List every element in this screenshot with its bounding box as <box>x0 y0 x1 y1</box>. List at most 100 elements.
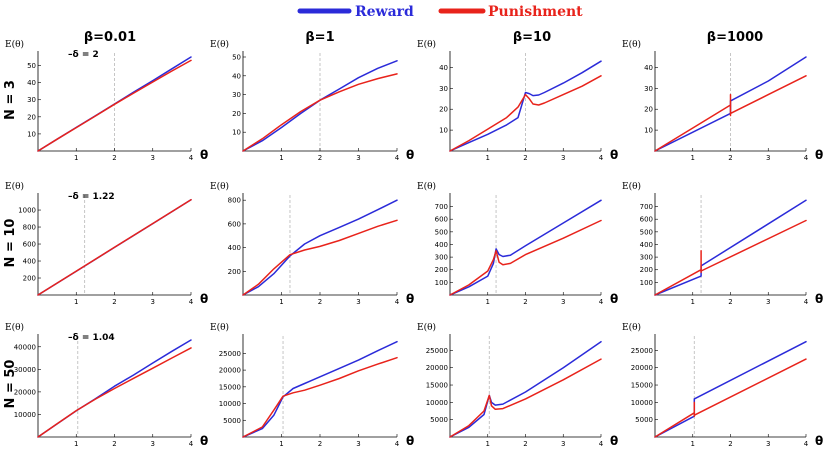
x-tick-label: 1 <box>691 440 695 448</box>
punishment-series-line <box>242 73 398 152</box>
y-tick-label: 10000 <box>219 400 241 408</box>
y-tick-label: 5000 <box>430 416 448 424</box>
row-title-n-3: N = 3 <box>3 80 18 120</box>
x-tick-label: 3 <box>561 298 565 306</box>
x-tick-label: 2 <box>728 298 732 306</box>
y-tick-label: 30000 <box>14 366 36 374</box>
x-axis-label: θ <box>200 148 208 162</box>
x-tick-label: 2 <box>112 298 116 306</box>
y-tick-label: 600 <box>228 220 241 228</box>
x-tick-label: 1 <box>279 440 283 448</box>
reward-series-line <box>242 199 398 296</box>
x-tick-label: 4 <box>189 298 194 306</box>
x-tick-label: 1 <box>486 154 490 162</box>
y-tick-label: 15000 <box>426 382 448 390</box>
y-axis-label: E(θ) <box>417 181 436 192</box>
x-tick-label: 2 <box>318 154 322 162</box>
x-tick-label: 1 <box>691 154 695 162</box>
x-tick-label: 4 <box>599 298 604 306</box>
punishment-series-line <box>37 347 192 438</box>
x-tick-label: 3 <box>151 298 155 306</box>
y-tick-label: 300 <box>435 254 448 262</box>
x-axis-label: θ <box>406 148 414 162</box>
x-tick-label: 2 <box>318 440 322 448</box>
x-tick-label: 2 <box>523 440 527 448</box>
y-tick-label: 100 <box>435 279 448 287</box>
y-tick-label: 200 <box>640 266 653 274</box>
y-tick-label: 40 <box>232 72 241 80</box>
panel-r2-c1: 1 2 3 4 5000 10000 15000 20000 25000 E(θ) θ <box>210 322 414 448</box>
y-tick-label: 20000 <box>219 367 241 375</box>
x-tick-label: 3 <box>151 154 155 162</box>
x-tick-label: 1 <box>279 154 283 162</box>
x-tick-label: 2 <box>728 440 732 448</box>
punishment-series-line <box>449 219 602 296</box>
punishment-series-line <box>654 219 807 296</box>
y-tick-label: 20000 <box>14 388 36 396</box>
x-tick-label: 1 <box>691 298 695 306</box>
column-title-beta-10: β=10 <box>513 30 551 45</box>
y-tick-label: 20 <box>27 113 36 121</box>
y-axis-label: E(θ) <box>622 181 641 192</box>
panel-r0-c2: 1 2 3 4 10 20 30 40 E(θ) θ <box>417 39 618 162</box>
x-tick-label: 2 <box>112 154 116 162</box>
punishment-series-line <box>449 75 602 152</box>
y-tick-label: 400 <box>435 241 448 249</box>
x-tick-label: 4 <box>395 440 400 448</box>
x-tick-label: 3 <box>356 298 360 306</box>
y-tick-label: 30 <box>439 85 448 93</box>
x-axis-label: θ <box>815 292 823 306</box>
y-axis-label: E(θ) <box>5 39 24 50</box>
y-axis-label: E(θ) <box>210 181 229 192</box>
x-tick-label: 2 <box>318 298 322 306</box>
x-tick-label: 4 <box>189 440 194 448</box>
column-title-beta-0-01: β=0.01 <box>84 30 136 45</box>
y-tick-label: 200 <box>228 268 241 276</box>
punishment-series-line <box>449 358 602 438</box>
panel-r2-c0: 1 2 3 4 10000 20000 30000 40000 E(θ) θ –δ = 1.04 <box>5 322 208 448</box>
x-tick-label: 1 <box>486 298 490 306</box>
y-axis-label: E(θ) <box>417 39 436 50</box>
x-tick-label: 2 <box>523 154 527 162</box>
x-tick-label: 4 <box>599 154 604 162</box>
y-tick-label: 40 <box>439 64 448 72</box>
punishment-series-line <box>654 358 807 438</box>
x-axis-label: θ <box>815 148 823 162</box>
delta-annotation: –δ = 1.22 <box>68 192 115 202</box>
x-tick-label: 4 <box>804 440 809 448</box>
legend-punishment-label: Punishment <box>488 4 583 20</box>
y-tick-label: 500 <box>435 228 448 236</box>
y-tick-label: 600 <box>640 216 653 224</box>
y-axis-label: E(θ) <box>210 39 229 50</box>
reward-series-line <box>449 340 602 438</box>
y-tick-label: 20 <box>644 106 653 114</box>
y-axis-label: E(θ) <box>622 322 641 333</box>
y-tick-label: 40 <box>644 64 653 72</box>
y-tick-label: 15000 <box>631 382 653 390</box>
y-tick-label: 700 <box>640 203 653 211</box>
y-tick-label: 10 <box>27 130 36 138</box>
punishment-series-line <box>242 219 398 296</box>
x-axis-label: θ <box>200 434 208 448</box>
panel-r1-c3: 1 2 3 4 100 200 300 400 500 600 700 E(θ) θ <box>622 181 823 306</box>
y-tick-label: 25000 <box>631 347 653 355</box>
punishment-series-line <box>242 356 398 438</box>
reward-series-line <box>449 199 602 296</box>
y-tick-label: 30 <box>644 85 653 93</box>
x-tick-label: 1 <box>74 298 78 306</box>
y-tick-label: 50 <box>232 54 241 62</box>
column-title-beta-1000: β=1000 <box>707 30 763 45</box>
y-tick-label: 30 <box>27 96 36 104</box>
y-axis-label: E(θ) <box>417 322 436 333</box>
y-tick-label: 5000 <box>635 416 653 424</box>
x-tick-label: 1 <box>279 298 283 306</box>
x-tick-label: 3 <box>356 154 360 162</box>
y-tick-label: 10 <box>644 127 653 135</box>
panel-r1-c2: 1 2 3 4 100 200 300 400 500 600 700 E(θ) θ <box>417 181 618 306</box>
column-title-beta-1: β=1 <box>305 30 334 45</box>
y-tick-label: 600 <box>23 241 36 249</box>
y-axis-label: E(θ) <box>5 322 24 333</box>
x-tick-label: 4 <box>395 298 400 306</box>
panel-r1-c0: 1 2 3 4 200 400 600 800 1000 E(θ) θ –δ = 1.22 <box>5 181 208 306</box>
